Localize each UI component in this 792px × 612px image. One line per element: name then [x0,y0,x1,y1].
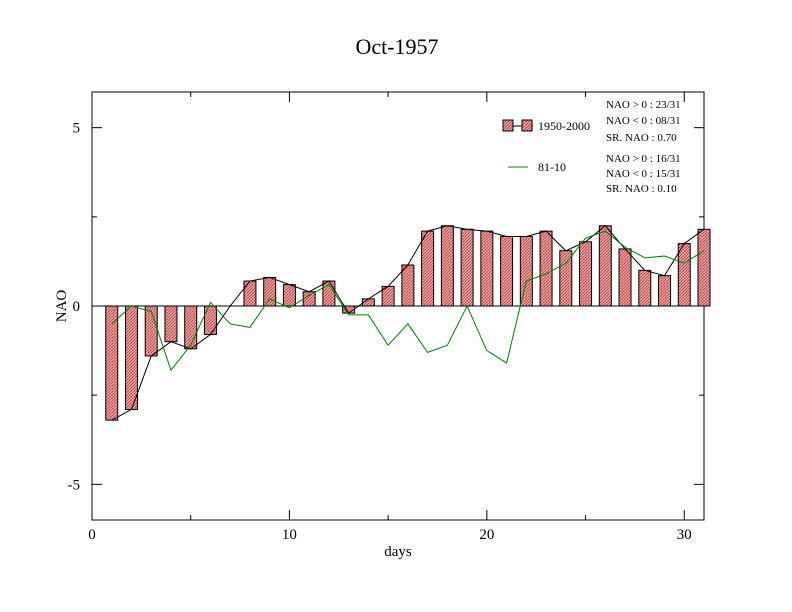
bar [401,264,415,307]
bar [480,230,494,307]
legend-item-bar: 1950-2000 [502,119,590,133]
y-axis-label: NAO [54,290,70,323]
bar [618,248,632,307]
x-tick-label: 10 [282,527,297,543]
bar [302,291,316,307]
bar [105,305,119,421]
stat-line: SR. NAO : 0.10 [606,183,677,195]
legend-bar-swatch-left [502,119,514,132]
stat-line: SR. NAO : 0.70 [606,132,677,144]
stat-line: NAO < 0 : 08/31 [606,115,681,127]
x-tick-label: 20 [479,527,494,543]
bar-series-layer [92,225,711,421]
line-series-81-10 [111,230,705,372]
bar [203,305,217,336]
bar [282,284,296,307]
stat-line: NAO > 0 : 23/31 [606,99,681,111]
legend-item-line: 81-10 [508,160,566,174]
y-tick-label: 5 [73,121,81,137]
bar [184,305,198,350]
bar [243,280,257,307]
bar [598,225,612,307]
bar [124,305,138,410]
bar-series-outline [111,225,705,421]
bar [658,275,672,307]
legend: 1950-2000 81-10 [502,119,590,174]
x-tick-label: 0 [88,527,96,543]
axis-ticks-layer: 0 10 20 30 -5 0 5 [68,92,704,543]
bar [164,305,178,343]
bar [460,228,474,307]
bar [421,230,435,307]
x-tick-label: 30 [677,527,692,543]
bar [677,243,691,307]
bar [539,230,553,307]
legend-bar-swatch-right [521,119,533,132]
stat-line: NAO < 0 : 15/31 [606,168,681,180]
line-series-layer [111,225,705,421]
bar [144,305,158,357]
bar [559,250,573,307]
bar [697,228,711,307]
chart-title: Oct-1957 [355,34,438,59]
y-tick-label: -5 [68,477,81,493]
bar [519,235,533,307]
bar [440,225,454,307]
x-axis-label: days [384,544,412,560]
bar [638,269,652,307]
stat-line: NAO > 0 : 16/31 [606,153,681,165]
legend-label-line: 81-10 [538,160,566,174]
stats-block: NAO > 0 : 23/31 NAO < 0 : 08/31 SR. NAO … [606,99,681,195]
bar [263,276,277,307]
bar [579,241,593,307]
legend-label-bar: 1950-2000 [538,119,590,133]
bar [500,235,514,307]
y-tick-label: 0 [73,299,81,315]
